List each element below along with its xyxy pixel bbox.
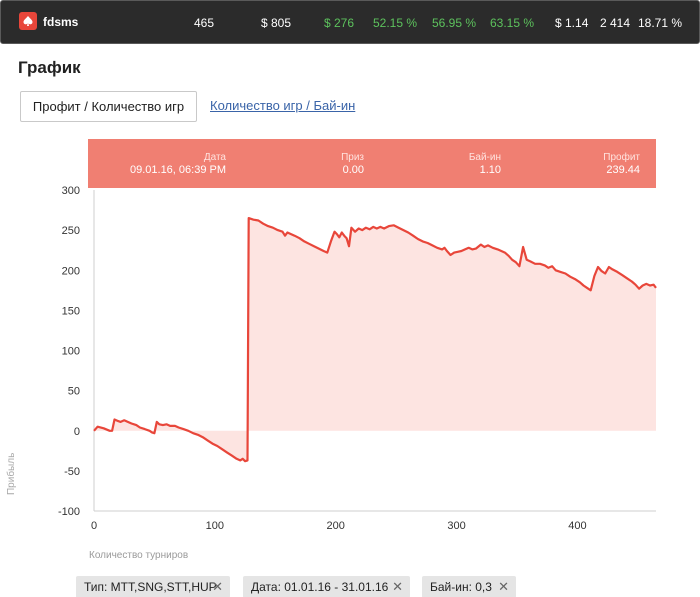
- y-tick-label: 0: [74, 426, 80, 438]
- tooltip-prize-value: 0.00: [342, 164, 364, 176]
- x-tick-label: 300: [447, 520, 465, 532]
- tooltip-prize: Приз 0.00: [341, 151, 364, 177]
- close-icon[interactable]: ✕: [212, 579, 223, 594]
- y-tick-label: 200: [62, 265, 80, 277]
- tooltip-buyin-label: Бай-ин: [468, 152, 501, 163]
- tooltip-profit-label: Профит: [603, 152, 640, 163]
- stat-green-3: 56.95 %: [432, 16, 477, 30]
- tooltip-profit-value: 239.44: [606, 164, 640, 176]
- tooltip-profit: Профит 239.44: [603, 151, 640, 177]
- stat-profit: $ 805: [261, 16, 292, 30]
- chart-tooltip: Дата 09.01.16, 06:39 PM Приз 0.00 Бай-ин…: [88, 139, 656, 188]
- series-line: [93, 217, 657, 463]
- y-tick-label: 150: [62, 305, 80, 317]
- close-icon[interactable]: ✕: [498, 579, 509, 594]
- tooltip-date: Дата 09.01.16, 06:39 PM: [130, 151, 226, 177]
- x-tick-label: 0: [91, 520, 97, 532]
- page-title: График: [18, 58, 81, 77]
- y-axis-title: Прибыль: [6, 452, 17, 495]
- series-area: [94, 218, 656, 462]
- filter-chip-date: Дата: 01.01.16 - 31.01.16 ✕: [243, 576, 410, 597]
- y-tick-label: -100: [58, 506, 80, 518]
- x-tick-label: 400: [568, 520, 586, 532]
- tooltip-date-value: 09.01.16, 06:39 PM: [129, 164, 226, 176]
- tooltip-prize-label: Приз: [341, 152, 364, 163]
- y-tick-label: -50: [64, 466, 80, 478]
- filter-chip-type-label: Тип: MTT,SNG,STT,HUP: [84, 580, 217, 594]
- close-icon[interactable]: ✕: [392, 579, 403, 594]
- logo-icon: [19, 12, 37, 30]
- filter-chip-date-label: Дата: 01.01.16 - 31.01.16: [251, 580, 389, 594]
- stat-percent: 18.71 %: [638, 16, 683, 30]
- y-tick-label: 100: [62, 346, 80, 358]
- stat-green-1: $ 276: [324, 16, 355, 30]
- x-tick-label: 200: [327, 520, 345, 532]
- tab-games-buyin[interactable]: Количество игр / Бай-ин: [210, 98, 356, 113]
- stat-tournaments: 465: [194, 16, 215, 30]
- x-tick-label: 100: [206, 520, 224, 532]
- tooltip-buyin: Бай-ин 1.10: [469, 151, 501, 177]
- stats-bar: fdsms 465 $ 805 $ 276 52.15 % 56.95 % 63…: [0, 0, 700, 44]
- filter-chip-type: Тип: MTT,SNG,STT,HUP ✕: [76, 576, 230, 597]
- tab-profit-games[interactable]: Профит / Количество игр: [20, 91, 197, 122]
- x-axis-title: Количество турниров: [89, 550, 189, 561]
- stat-green-2: 52.15 %: [373, 16, 418, 30]
- filter-chip-buyin: Бай-ин: 0,3 ✕: [422, 576, 516, 597]
- tooltip-date-label: Дата: [203, 152, 226, 163]
- username: fdsms: [43, 15, 79, 29]
- tooltip-buyin-value: 1.10: [479, 164, 501, 176]
- y-tick-label: 50: [68, 386, 80, 398]
- y-tick-label: 300: [62, 185, 80, 197]
- stat-avg-buyin: $ 1.14: [555, 16, 589, 30]
- stat-green-4: 63.15 %: [490, 16, 535, 30]
- filter-chip-buyin-label: Бай-ин: 0,3: [430, 580, 492, 594]
- stat-count: 2 414: [600, 16, 631, 30]
- y-tick-label: 250: [62, 225, 80, 237]
